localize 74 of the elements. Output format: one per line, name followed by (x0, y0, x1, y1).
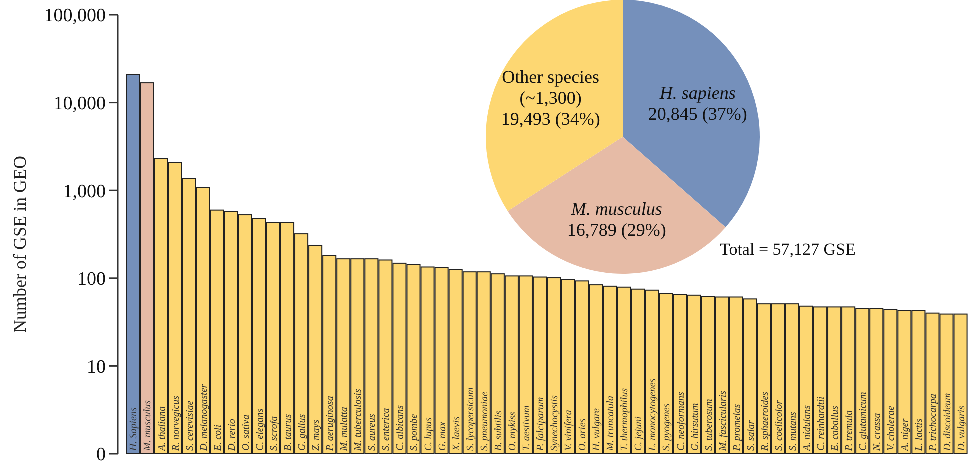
x-tick-label: D. discoideum (942, 393, 954, 452)
x-tick-label: C. neoformans (676, 392, 687, 451)
slice-label: H. sapiens (658, 82, 736, 103)
x-tick-label: O. aries (578, 418, 589, 451)
x-tick-label: C. jejuni (634, 416, 645, 451)
x-tick-label: A. niger (900, 418, 912, 452)
x-tick-label: C. lupus (423, 418, 434, 451)
x-tick-label: N. crassa (872, 413, 884, 452)
x-tick-label: P. trichocarpa (928, 394, 940, 452)
y-tick-label: 100,000 (44, 6, 106, 27)
x-tick-label: D. melanogaster (198, 384, 210, 452)
x-tick-label: B. taurus (283, 414, 294, 451)
x-tick-label: G. gallus (297, 414, 308, 451)
x-tick-label: H. vulgare (592, 408, 603, 452)
x-tick-label: C. glutamicum (858, 392, 870, 451)
y-tick-label: 10,000 (54, 93, 106, 114)
slice-label: M. musculus (570, 198, 662, 219)
x-tick-label: X. laevis (451, 416, 462, 452)
x-tick-label: T. thermophilus (620, 388, 631, 451)
x-tick-label: S. pyogenes (662, 404, 673, 451)
x-tick-label: M. mulatta (339, 407, 350, 452)
y-tick-label: 10 (87, 356, 106, 378)
x-tick-label: S. aureus (367, 414, 378, 451)
x-tick-label: P. tremula (844, 410, 856, 452)
x-tick-label: S. salar (746, 420, 757, 451)
x-tick-label: S. coelicolor (774, 400, 785, 451)
x-tick-label: M. tuberculosis (353, 389, 364, 452)
x-tick-label: D. vulgaris (956, 406, 968, 452)
x-tick-label: S. lycopersicum (465, 388, 476, 451)
x-tick-label: C. elegans (254, 408, 266, 451)
x-tick-label: Synechocystis (550, 395, 561, 451)
x-tick-label: G. hirsutum (690, 403, 701, 451)
x-tick-label: O. mykiss (507, 412, 518, 451)
x-tick-label: S. enterica (381, 408, 392, 451)
y-tick-label: 0 (96, 444, 106, 464)
x-tick-label: D. rerio (226, 419, 238, 452)
x-tick-label: L. lactis (914, 418, 926, 452)
annotation: Total = 57,127 GSE (720, 240, 856, 259)
x-tick-label: R. sphaeroides (760, 392, 771, 452)
x-tick-label: M. fascicularis (718, 390, 729, 452)
x-tick-label: E. caballus (830, 406, 842, 452)
x-tick-label: T. aestivum (521, 406, 532, 451)
y-tick-label: 1,000 (63, 181, 106, 202)
x-tick-label: S. pneumoniae (479, 392, 490, 451)
x-tick-label: O. sativa (240, 414, 252, 451)
data-label: 16,789 (29%) (567, 220, 666, 240)
x-tick-label: C. reinhardtii (816, 396, 828, 451)
x-tick-label: P. falciparum (535, 397, 546, 452)
data-label: 20,845 (37%) (648, 104, 748, 124)
x-tick-label: E. coli (212, 424, 224, 452)
x-tick-label: Z. mays (311, 420, 322, 451)
x-tick-label: M. truncatula (606, 396, 617, 452)
x-tick-label: S. tuberosum (704, 399, 715, 451)
x-tick-label: V. cholerae (886, 406, 898, 451)
x-tick-label: S. cerevisiae (184, 400, 196, 451)
x-tick-label: B. subtilis (493, 410, 504, 451)
x-tick-label: A. nidulans (802, 405, 813, 452)
slice-label: Other species (~1,300) (502, 66, 600, 108)
x-tick-label: G. max (437, 422, 448, 451)
x-tick-label: V. vinifera (564, 410, 575, 451)
y-axis-title: Number of GSE in GEO (10, 156, 30, 333)
y-tick-label: 100 (78, 269, 106, 290)
x-tick-label: A. thaliana (156, 406, 168, 452)
x-tick-label: S. pombe (409, 414, 420, 451)
x-tick-label: R. norvegicus (170, 396, 182, 452)
x-tick-label: H. Sapiens (128, 408, 140, 452)
x-tick-label: P. promelas (732, 404, 743, 452)
x-tick-label: S. scrofa (268, 416, 280, 451)
x-tick-label: M. musculus (142, 400, 154, 452)
x-tick-label: C. albicans (395, 405, 406, 451)
x-tick-label: L. monocytogenes (648, 378, 659, 452)
x-tick-label: S. mutans (788, 412, 799, 451)
data-label: 19,493 (34%) (501, 108, 600, 129)
x-tick-label: P. aeruginosa (325, 396, 336, 452)
